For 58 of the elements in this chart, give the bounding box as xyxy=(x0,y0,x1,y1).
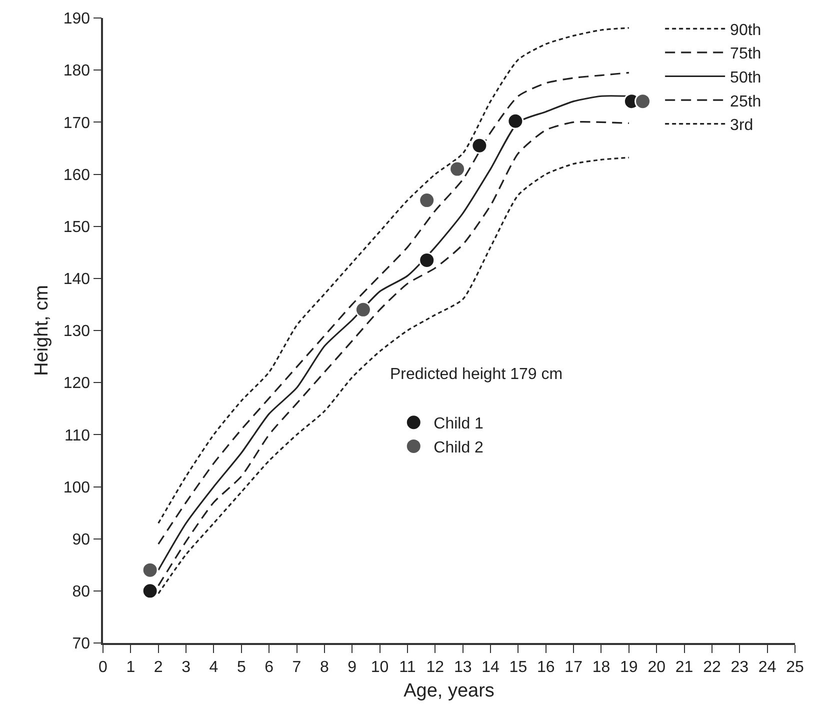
y-tick-label: 180 xyxy=(63,62,90,80)
point xyxy=(471,137,488,154)
legend-label: Child 1 xyxy=(434,416,484,433)
y-tick-label: 70 xyxy=(72,636,90,653)
y-tick-label: 140 xyxy=(63,271,90,288)
x-tick-label: 14 xyxy=(482,658,500,676)
x-tick-label: 19 xyxy=(620,658,638,676)
x-tick-label: 9 xyxy=(348,658,357,676)
legend-label: 50th xyxy=(730,69,762,86)
legend-label: Child 2 xyxy=(434,439,484,456)
x-tick-label: 17 xyxy=(564,658,583,676)
legend-label: 75th xyxy=(730,46,762,63)
y-tick-label: 120 xyxy=(63,375,90,392)
x-tick-label: 18 xyxy=(592,658,610,676)
y-tick-label: 90 xyxy=(72,531,90,548)
y-tick-label: 130 xyxy=(63,323,90,340)
x-tick-label: 13 xyxy=(454,658,472,676)
legend-label: 90th xyxy=(730,22,762,39)
x-tick-label: 10 xyxy=(370,658,389,676)
y-tick-label: 110 xyxy=(64,427,90,444)
x-tick-label: 16 xyxy=(536,658,555,676)
point xyxy=(449,160,466,178)
x-tick-label: 3 xyxy=(182,658,191,676)
x-tick-label: 7 xyxy=(292,658,302,676)
point xyxy=(507,112,524,130)
y-tick-label: 190 xyxy=(63,10,90,28)
x-tick-label: 0 xyxy=(98,658,108,676)
point xyxy=(142,562,158,578)
x-tick-label: 5 xyxy=(236,658,246,676)
x-tick-label: 6 xyxy=(264,658,274,676)
y-tick-label: 150 xyxy=(63,218,90,236)
x-tick-label: 11 xyxy=(399,658,416,676)
x-tick-label: 15 xyxy=(509,658,528,676)
legend-label: 25th xyxy=(730,93,762,110)
y-tick-label: 170 xyxy=(63,114,90,132)
x-tick-label: 1 xyxy=(126,658,136,676)
legend-label: 3rd xyxy=(730,117,754,134)
point xyxy=(418,192,436,209)
x-tick-label: 12 xyxy=(426,658,444,676)
x-tick-label: 8 xyxy=(320,658,329,676)
point xyxy=(634,93,652,110)
point xyxy=(142,582,158,600)
annotation: Predicted height 179 cm xyxy=(390,366,563,383)
y-tick-label: 100 xyxy=(63,479,90,496)
x-tick-label: 21 xyxy=(675,658,694,676)
x-tick-label: 24 xyxy=(758,658,776,676)
y-tick-label: 160 xyxy=(63,166,90,184)
x-tick-label: 22 xyxy=(703,658,721,676)
x-tick-label: 2 xyxy=(154,658,163,676)
point xyxy=(418,252,436,268)
x-tick-label: 23 xyxy=(730,658,749,676)
y-axis-title: Height, cm xyxy=(32,285,53,376)
x-tick-label: 25 xyxy=(786,658,804,676)
x-tick-label: 20 xyxy=(648,658,666,676)
point xyxy=(354,301,372,318)
y-tick-label: 80 xyxy=(72,584,90,601)
x-axis-title: Age, years xyxy=(404,680,494,702)
x-tick-label: 4 xyxy=(209,658,218,676)
